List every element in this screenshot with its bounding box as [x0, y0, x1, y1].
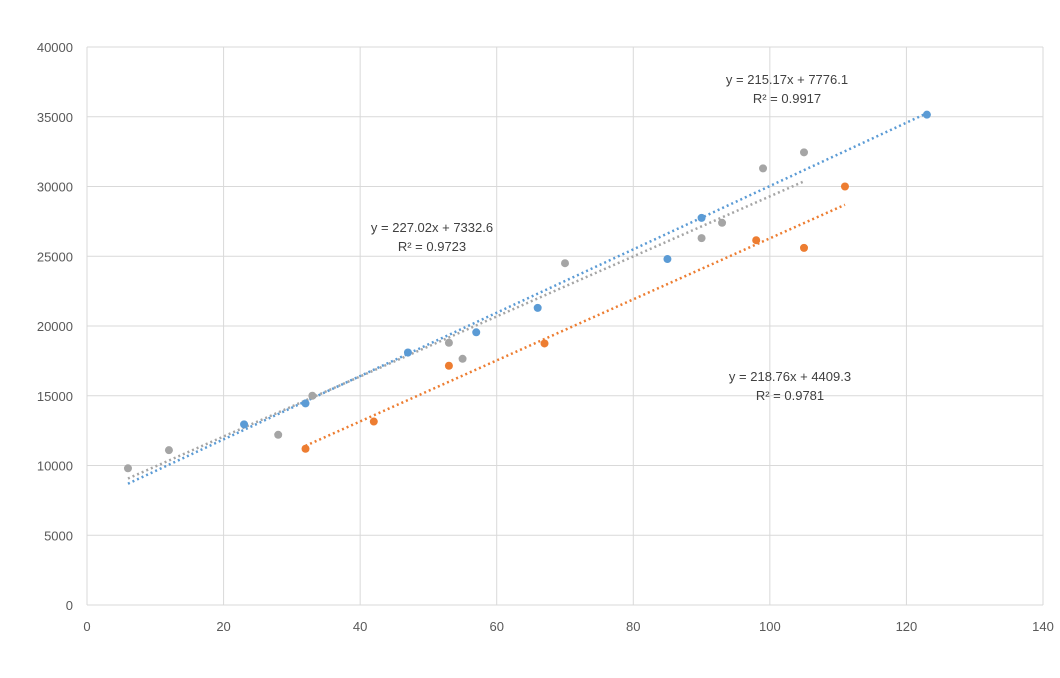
x-tick-label: 100	[759, 619, 781, 634]
data-point-gray	[123, 464, 132, 473]
trendline-blue	[127, 112, 928, 485]
data-point-blue	[922, 110, 931, 119]
data-point-orange	[800, 243, 808, 252]
data-point-gray	[759, 164, 768, 173]
trendlines	[127, 112, 928, 485]
y-tick-label: 25000	[37, 249, 73, 264]
trendline-r2-orange: R² = 0.9781	[756, 388, 824, 403]
data-point-gray	[718, 218, 727, 227]
x-tick-label: 40	[353, 619, 367, 634]
data-point-gray	[458, 354, 467, 363]
data-points	[123, 110, 931, 473]
trendline-gray	[127, 180, 805, 480]
y-tick-label: 20000	[37, 319, 73, 334]
trendline-equation-orange: y = 218.76x + 4409.3	[729, 369, 851, 384]
data-point-orange	[301, 444, 310, 453]
data-point-blue	[301, 399, 310, 408]
x-tick-label: 20	[216, 619, 230, 634]
y-tick-label: 15000	[37, 389, 73, 404]
data-point-orange	[840, 182, 849, 191]
data-point-blue	[663, 255, 672, 264]
trendline-equation-gray: y = 215.17x + 7776.1	[726, 72, 848, 87]
trendline-equation-blue: y = 227.02x + 7332.6	[371, 220, 493, 235]
data-point-gray	[561, 259, 569, 268]
data-point-orange	[369, 417, 378, 426]
data-point-blue	[472, 328, 481, 337]
data-point-gray	[274, 430, 283, 439]
x-tick-label: 0	[83, 619, 90, 634]
data-point-blue	[533, 303, 542, 312]
data-point-gray	[800, 148, 808, 157]
x-tick-label: 120	[896, 619, 918, 634]
trendline-r2-gray: R² = 0.9917	[753, 91, 821, 106]
x-tick-label: 80	[626, 619, 640, 634]
data-point-blue	[240, 420, 249, 429]
trendline-orange	[305, 203, 846, 447]
data-point-gray	[308, 391, 317, 400]
y-tick-label: 35000	[37, 110, 73, 125]
data-point-blue	[697, 213, 706, 222]
trendline-equations: y = 227.02x + 7332.6 R² = 0.9723 y = 218…	[371, 72, 851, 403]
y-tick-label: 40000	[37, 40, 73, 55]
y-tick-label: 5000	[44, 528, 73, 543]
data-point-orange	[444, 361, 453, 370]
data-point-blue	[403, 348, 412, 357]
x-tick-label: 140	[1032, 619, 1054, 634]
data-point-orange	[540, 339, 549, 348]
data-point-gray	[444, 338, 453, 347]
grid	[86, 46, 1044, 606]
data-point-gray	[164, 446, 173, 455]
y-tick-label: 30000	[37, 180, 73, 195]
data-point-orange	[752, 236, 761, 245]
trendline-r2-blue: R² = 0.9723	[398, 239, 466, 254]
y-tick-label: 0	[66, 598, 73, 613]
x-tick-label: 60	[489, 619, 503, 634]
y-tick-label: 10000	[37, 459, 73, 474]
axes: 0 5000 10000 15000 20000 25000 30000 35000 40000…	[37, 40, 1054, 634]
data-point-gray	[697, 234, 706, 243]
